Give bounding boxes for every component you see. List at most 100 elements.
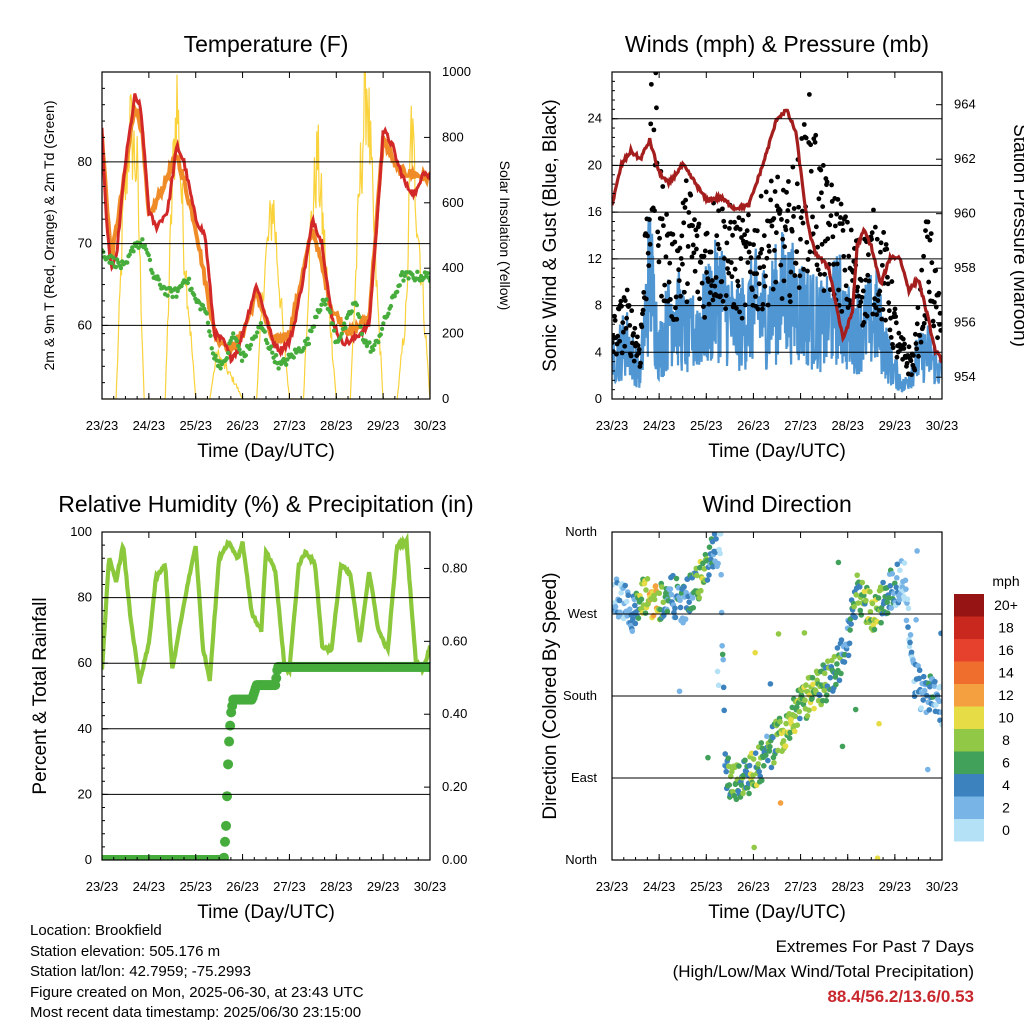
series-gust-point (796, 285, 802, 291)
series-dewpoint-point (208, 333, 213, 338)
x-tick-label: 28/23 (831, 879, 864, 894)
series-direction-point (823, 697, 830, 704)
series-gust-point (725, 266, 730, 272)
series-gust-point (879, 316, 885, 322)
series-direction-point (857, 607, 864, 614)
series-gust-point (919, 267, 925, 273)
y-tick-label: 20 (588, 157, 602, 172)
series-direction-point (835, 559, 842, 566)
series-direction-point (806, 707, 812, 713)
colorbar-swatch (954, 706, 984, 729)
y-axis-label: Percent & Total Rainfall (30, 597, 51, 794)
series-gust-point (900, 336, 906, 342)
series-dewpoint-point (254, 330, 260, 335)
series-direction-point (715, 682, 722, 689)
series-dewpoint-point (381, 321, 386, 326)
series-gust-point (839, 308, 845, 314)
series-gust-point (886, 300, 892, 306)
series-gust-point (694, 246, 699, 252)
series-gust-point (624, 287, 630, 293)
series-gust-point (714, 233, 720, 239)
x-tick-label: 26/23 (737, 418, 770, 433)
series-dewpoint-point (113, 264, 119, 270)
series-direction-point (821, 670, 828, 677)
series-direction-point (854, 572, 861, 578)
series-gust-point (667, 297, 673, 302)
series-gust-point (622, 298, 628, 303)
series-direction-point (786, 735, 793, 742)
series-direction-point (833, 681, 839, 688)
series-gust-point (885, 281, 891, 287)
series-direction-point (632, 620, 639, 627)
x-tick-label: 29/23 (367, 879, 400, 894)
series-dewpoint-point (425, 271, 430, 276)
colorbar-swatch (954, 684, 984, 707)
x-tick-label: 24/23 (643, 879, 676, 894)
series-dewpoint-point (231, 331, 236, 336)
y-tick-label: 60 (78, 655, 92, 670)
series-gust-point (893, 314, 899, 319)
series-gust-point (746, 249, 752, 255)
series-dewpoint-point (410, 272, 415, 277)
series-dewpoint-point (118, 265, 124, 271)
series-dewpoint-point (395, 289, 400, 295)
series-direction-point (801, 630, 808, 636)
series-gust-point (628, 353, 634, 359)
series-dewpoint-point (170, 294, 175, 300)
series-direction-point (660, 599, 667, 606)
series-dewpoint-point (198, 307, 203, 312)
series-gust-point (645, 233, 650, 239)
chart-panel: Wind Direction North East South West North 23/… (540, 491, 1020, 923)
series-gust-point (825, 236, 831, 242)
series-gust-point (645, 250, 651, 256)
series-gust-point (819, 241, 825, 247)
y-right-tick-label: 962 (954, 151, 976, 166)
series-direction-point (847, 627, 853, 633)
series-gust-point (830, 234, 836, 240)
series-gust-point (692, 217, 697, 223)
series-direction-point (791, 728, 798, 735)
x-tick-label: 27/23 (784, 879, 817, 894)
series-direction-point (878, 605, 885, 611)
y-tick-label: 40 (78, 721, 92, 736)
series-gust-point (937, 322, 942, 327)
series-dewpoint-point (309, 328, 314, 334)
series-gust-point (719, 279, 725, 284)
series-gust-point (729, 274, 735, 280)
x-tick-label: 30/23 (926, 879, 959, 894)
series-direction-point (752, 750, 759, 756)
series-direction-point (846, 640, 853, 647)
chart-panel: Relative Humidity (%) & Precipitation (i… (30, 491, 474, 923)
series-direction-point (821, 687, 828, 694)
series-gust-point (650, 66, 655, 71)
series-dewpoint-point (367, 340, 372, 345)
y-right-tick-label: 200 (442, 326, 464, 341)
series-gust-point (828, 213, 834, 219)
series-dewpoint-point (371, 347, 376, 353)
series-dewpoint-point (225, 350, 231, 356)
series-direction-point (907, 632, 914, 638)
series-direction-point (746, 762, 753, 769)
station-info: Location: Brookfield Station elevation: … (30, 921, 364, 1024)
colorbar-swatch (954, 796, 984, 819)
series-direction-point (927, 683, 933, 690)
series-direction-point (932, 678, 938, 685)
series-gust-point (915, 305, 921, 311)
series-direction-point (782, 743, 789, 749)
series-direction-point (667, 586, 674, 592)
y-tick-label: 60 (78, 317, 92, 332)
series-gust-point (827, 222, 833, 228)
series-gust-point (749, 287, 755, 293)
chart-frame (101, 531, 431, 861)
series-gust-point (681, 289, 687, 295)
series-gust-point (879, 262, 885, 268)
series-direction-point (717, 532, 724, 537)
series-gust-point (911, 353, 916, 358)
series-direction-point (933, 702, 939, 708)
series-direction-point (705, 754, 711, 761)
y-right-tick-label: 954 (954, 369, 976, 384)
series-gust-point (873, 305, 879, 311)
series-direction-point (629, 628, 636, 634)
series-gust-point (657, 235, 662, 241)
